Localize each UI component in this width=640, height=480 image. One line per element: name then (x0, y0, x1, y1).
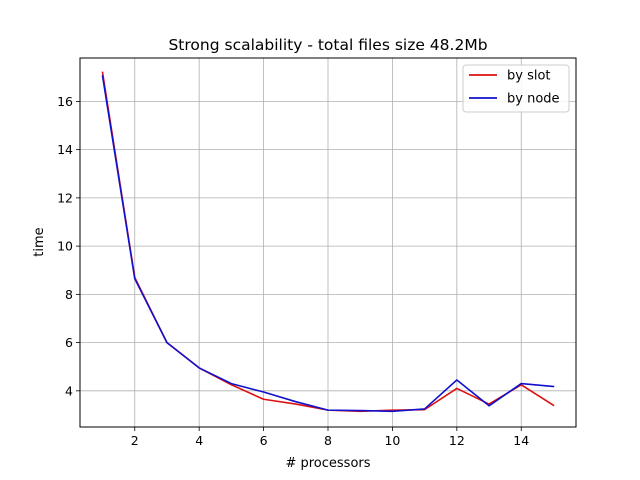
y-tick-label: 6 (65, 335, 73, 350)
y-tick-label: 10 (57, 239, 73, 254)
series-lines (101, 71, 555, 413)
series-line-by-node (101, 75, 555, 413)
legend-box (462, 64, 570, 113)
y-tick-label: 8 (65, 287, 73, 302)
grid-lines (80, 58, 576, 427)
y-axis-label: time (32, 227, 47, 256)
y-axis-ticks: 4 6 8 10 12 14 16 (57, 94, 80, 398)
y-tick-label: 14 (57, 142, 73, 157)
x-tick-label: 12 (449, 433, 465, 448)
x-tick-label: 8 (324, 433, 332, 448)
x-axis-label: # processors (285, 456, 370, 471)
x-tick-label: 10 (384, 433, 400, 448)
y-tick-label: 4 (65, 383, 73, 398)
chart-title: Strong scalability - total files size 48… (168, 36, 487, 54)
legend-label-by-slot: by slot (507, 69, 551, 84)
x-tick-label: 14 (513, 433, 529, 448)
legend: by slot by node (462, 64, 570, 113)
y-tick-label: 12 (57, 190, 73, 205)
x-tick-label: 6 (260, 433, 268, 448)
y-tick-label: 16 (57, 94, 73, 109)
x-axis-ticks: 2 4 6 8 10 12 14 (131, 427, 529, 448)
x-tick-label: 2 (131, 433, 139, 448)
x-tick-label: 4 (195, 433, 203, 448)
legend-label-by-node: by node (507, 92, 560, 107)
